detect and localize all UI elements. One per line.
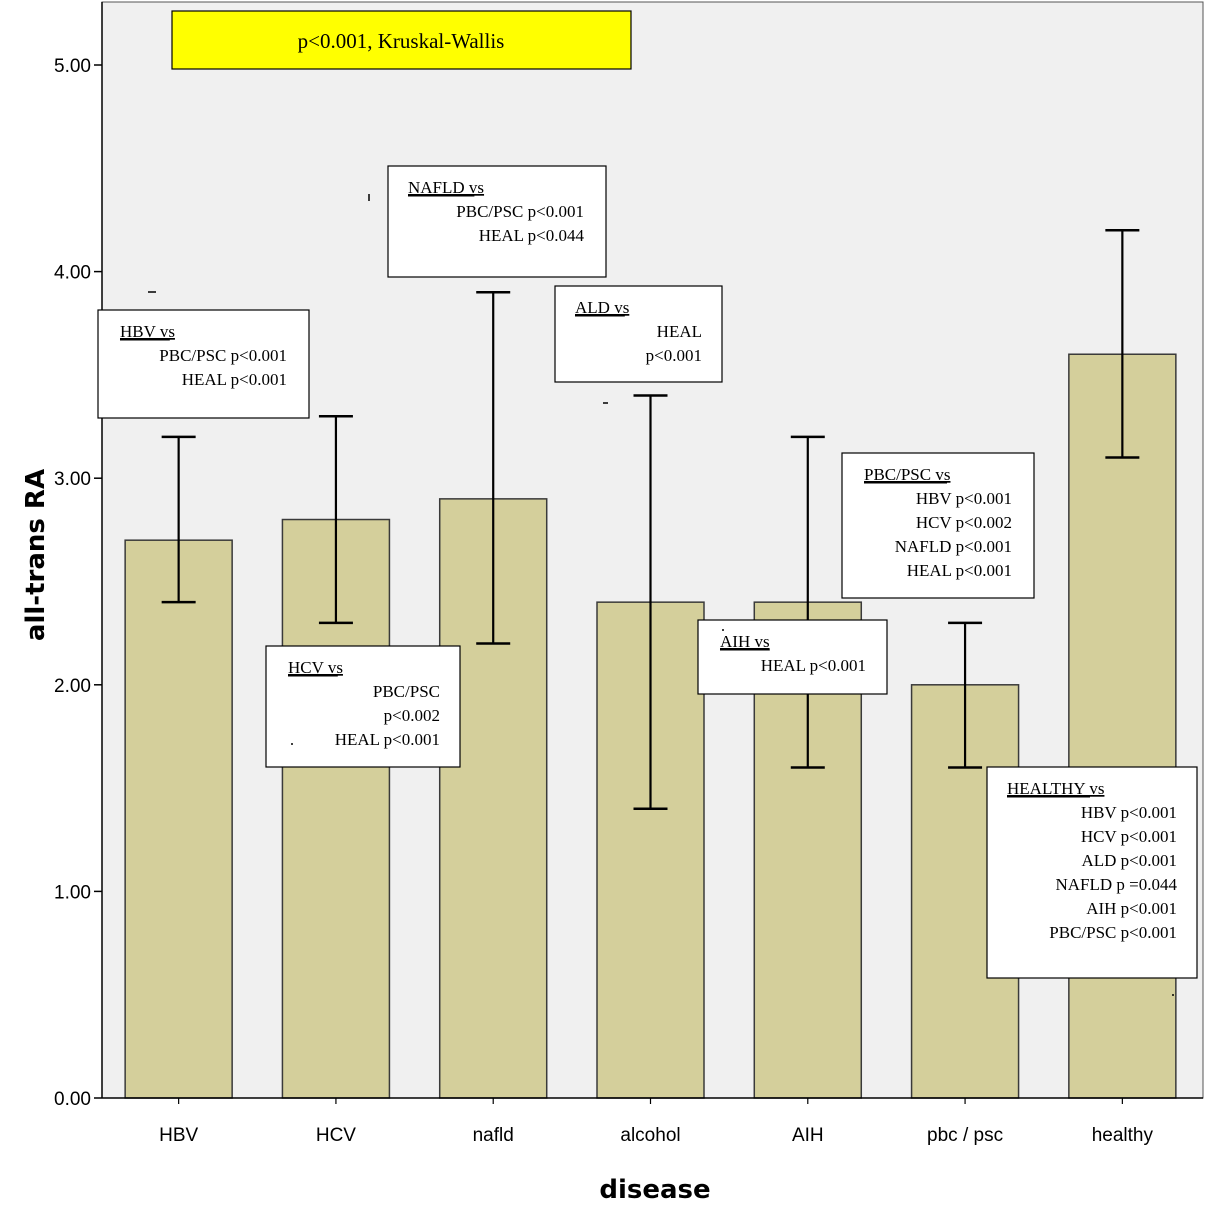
annotation-line: PBC/PSC p<0.001 (1049, 923, 1177, 942)
x-tick-label: HBV (159, 1125, 198, 1146)
annotation-box (841, 452, 1035, 599)
x-ticks-layer: HBV HCV nafld alcohol AIH pbc / psc healthy (159, 1098, 1153, 1146)
annotation-box (97, 309, 310, 419)
bar-healthy (1068, 353, 1177, 1099)
annotation-line: HEAL p<0.001 (335, 730, 440, 749)
x-tick-label: alcohol (620, 1125, 680, 1146)
annotation-line: HEAL p<0.001 (907, 561, 1012, 580)
annotation-box (554, 285, 723, 383)
annotation-pbc: PBC/PSC vs HBV p<0.001 HCV p<0.002 NAFLD p<… (841, 452, 1035, 599)
annotation-line: HBV p<0.001 (916, 489, 1012, 508)
annotation-title: PBC/PSC vs (864, 465, 950, 484)
annotations-layer: HBV vs PBC/PSC p<0.001 HEAL p<0.001 HCV vs P… (97, 10, 1198, 996)
annotation-line: ALD p<0.001 (1081, 851, 1177, 870)
annotation-line: HEAL p<0.001 (761, 656, 866, 675)
y-tick-label: 1.00 (54, 882, 91, 903)
annotation-box (697, 619, 888, 695)
annotation-hbv: HBV vs PBC/PSC p<0.001 HEAL p<0.001 (97, 309, 310, 419)
annotation-line: p<0.001 (646, 346, 702, 365)
annotation-box (986, 766, 1198, 979)
annotation-box (387, 165, 607, 278)
annotation-line: HEAL p<0.001 (182, 370, 287, 389)
annotation-line: PBC/PSC p<0.001 (456, 202, 584, 221)
x-tick-label: healthy (1092, 1125, 1154, 1146)
annotation-hcv: HCV vs PBC/PSC p<0.002 HEAL p<0.001 (265, 645, 461, 768)
x-tick-label: HCV (316, 1125, 356, 1146)
x-tick-label: nafld (473, 1125, 514, 1146)
error-bars-layer (161, 229, 1140, 811)
annotation-healthy: HEALTHY vs HBV p<0.001 HCV p<0.001 ALD p<0.… (986, 766, 1198, 979)
annotation-line: HCV p<0.001 (1081, 827, 1177, 846)
annotation-line: AIH p<0.001 (1086, 899, 1177, 918)
y-tick-label: 0.00 (54, 1089, 91, 1110)
y-tick-label: 5.00 (54, 56, 91, 77)
annotation-line: HEAL (657, 322, 702, 341)
bar-hbv (124, 539, 233, 1099)
annotation-line: HEAL p<0.044 (479, 226, 585, 245)
y-ticks-layer: 0.00 1.00 2.00 3.00 4.00 5.00 (54, 56, 102, 1110)
annotation-title: NAFLD vs (408, 178, 484, 197)
annotation-line: NAFLD p =0.044 (1055, 875, 1177, 894)
annotation-title: AIH vs (720, 632, 770, 651)
test-result-background (171, 10, 632, 70)
annotation-line: PBC/PSC (373, 682, 440, 701)
annotation-nafld: NAFLD vs PBC/PSC p<0.001 HEAL p<0.044 (387, 165, 607, 278)
test-result-label: p<0.001, Kruskal-Wallis (298, 29, 505, 53)
annotation-line: NAFLD p<0.001 (895, 537, 1012, 556)
y-tick-label: 2.00 (54, 676, 91, 697)
annotation-aih: AIH vs HEAL p<0.001 (697, 619, 888, 695)
annotation-ald: ALD vs HEAL p<0.001 (554, 285, 723, 383)
annotation-line: PBC/PSC p<0.001 (159, 346, 287, 365)
annotation-title: ALD vs (575, 298, 629, 317)
x-tick-label: AIH (792, 1125, 824, 1146)
x-tick-label: pbc / psc (927, 1125, 1003, 1146)
annotation-box (265, 645, 461, 768)
y-axis-title: all-trans RA (21, 469, 51, 641)
annotation-title: HEALTHY vs (1007, 779, 1104, 798)
test-result-box: p<0.001, Kruskal-Wallis (171, 10, 632, 70)
annotation-line: p<0.002 (384, 706, 440, 725)
y-tick-label: 3.00 (54, 469, 91, 490)
annotation-title: HBV vs (120, 322, 175, 341)
annotation-line: HBV p<0.001 (1081, 803, 1177, 822)
x-axis-title: disease (599, 1175, 710, 1205)
annotation-line: HCV p<0.002 (916, 513, 1012, 532)
y-tick-label: 4.00 (54, 263, 91, 284)
annotation-title: HCV vs (288, 658, 343, 677)
